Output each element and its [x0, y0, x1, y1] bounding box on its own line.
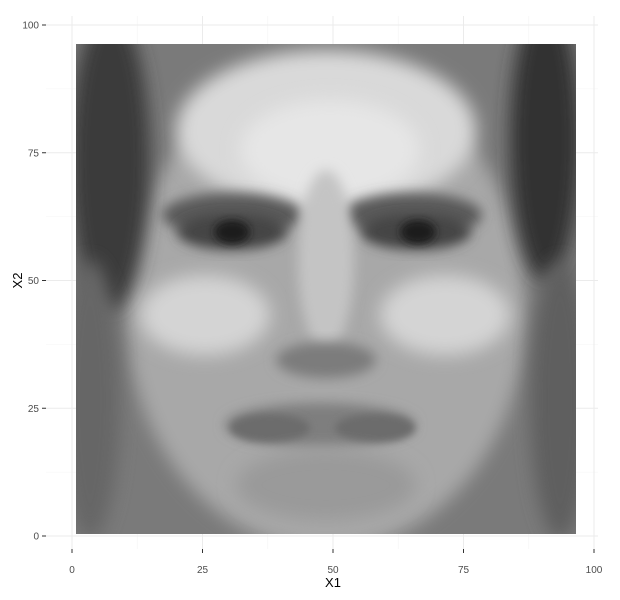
y-tick-label: 75 — [28, 148, 40, 159]
y-tick-label: 50 — [28, 276, 40, 287]
x-axis-title: X1 — [325, 575, 341, 590]
x-tick-label: 100 — [586, 565, 603, 576]
y-tick-label: 0 — [33, 532, 39, 543]
heatmap-image — [60, 0, 590, 550]
y-tick-label: 100 — [22, 21, 39, 32]
x-tick-label: 75 — [458, 565, 470, 576]
x-tick-label: 0 — [69, 565, 75, 576]
x-tick-label: 25 — [197, 565, 209, 576]
y-axis-title: X2 — [10, 273, 25, 289]
y-tick-label: 25 — [28, 404, 40, 415]
